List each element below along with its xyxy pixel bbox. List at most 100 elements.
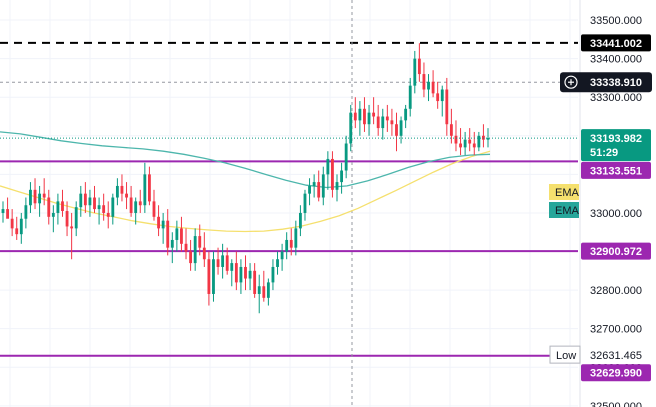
candle-body [102,205,106,213]
candle-body [317,182,321,198]
price-tick-label: 33300.000 [590,92,642,104]
candle-body [276,259,279,267]
level-label-33441: 33441.002 [590,38,642,50]
candle-body [207,259,211,294]
price-tick-label: 33400.000 [590,54,642,66]
level-label-33441-box [581,34,651,52]
candle-body [390,120,394,125]
candle-body [335,182,339,190]
candle-body [312,182,316,186]
candle-body [120,185,124,194]
candle-body [61,201,64,212]
candle-body [33,189,37,204]
candle-body [221,255,225,267]
candle-body [79,193,83,208]
candle-body [326,158,330,175]
candle-body [298,212,302,229]
candle-body [408,85,412,109]
candle-body [477,135,481,148]
candle-body [157,216,160,229]
level-label-33133: 33133.551 [590,165,642,177]
candle-body [340,170,344,183]
candle-body [353,112,357,121]
candle-body [175,228,179,240]
candle-body [125,193,128,198]
candle-body [202,247,206,260]
level-label-32900: 32900.972 [590,246,642,258]
candle-body [170,239,174,248]
candle-body [180,228,183,244]
candle-body [134,201,138,213]
candle-body [303,193,307,213]
candle-body [449,124,453,136]
candle-body [417,58,421,75]
candle-body [115,185,119,198]
candle-body [51,212,55,217]
candle-body [230,263,234,271]
add-alert-button[interactable] [564,75,578,89]
candle-body [363,108,366,125]
candle-body [29,189,32,206]
candle-body [189,251,193,264]
price-tick-label: 33000.000 [590,208,642,220]
level-label-32900-box [581,242,651,260]
candle-body [56,201,60,213]
candle-body [376,116,380,129]
candle-body [413,58,417,86]
countdown-label: 51:29 [590,147,618,159]
price-levels [0,41,578,357]
candle-body [19,218,23,235]
candle-body [427,81,430,90]
candle-body [440,89,444,102]
candle-body [106,212,110,217]
candle-body [42,193,46,198]
candle-body [257,286,261,294]
candle-body [463,139,467,148]
candle-body [253,270,257,294]
candle-body [225,255,229,271]
plus-icon[interactable] [564,75,578,89]
ema-fast-tag: EMA [555,187,580,199]
candle-body [486,138,490,140]
candle-body [395,124,398,136]
candle-body [97,205,101,210]
candle-body [248,270,252,279]
candle-body [24,205,28,219]
candle-body [468,139,472,144]
price-axis[interactable]: 33500.00033400.00033300.00033200.0003310… [579,0,656,407]
price-axis-labels: 33441.002 33338.910 33193.982 51:29 33133.55… [549,34,652,382]
candle-body [1,209,5,213]
candle-body [266,282,270,298]
candles [1,43,490,314]
candle-body [445,89,449,125]
candle-body [349,112,353,144]
candle-body [152,201,156,217]
ema-slow-tag-box [549,202,579,218]
candle-body [212,259,215,294]
low-tag-box [549,345,581,364]
low-value-box [581,346,651,364]
candle-body [216,259,220,267]
level-label-33133-box [581,161,651,179]
candle-body [244,266,247,279]
candle-body [344,143,348,171]
price-axis-background [580,0,656,407]
candle-body [234,263,238,283]
current-price-box [581,129,651,162]
candle-body [422,74,426,90]
candle-body [6,209,9,219]
candle-body [129,197,133,213]
candle-body [404,108,408,121]
candle-body [431,81,435,94]
candle-body [198,236,202,248]
candle-body [88,197,92,206]
candle-body [70,226,74,229]
fast-ema-line [0,150,491,233]
candle-body [65,211,69,227]
candle-body [372,112,376,117]
candle-body [239,266,243,283]
candle-body [271,266,275,283]
candle-body [147,174,151,202]
